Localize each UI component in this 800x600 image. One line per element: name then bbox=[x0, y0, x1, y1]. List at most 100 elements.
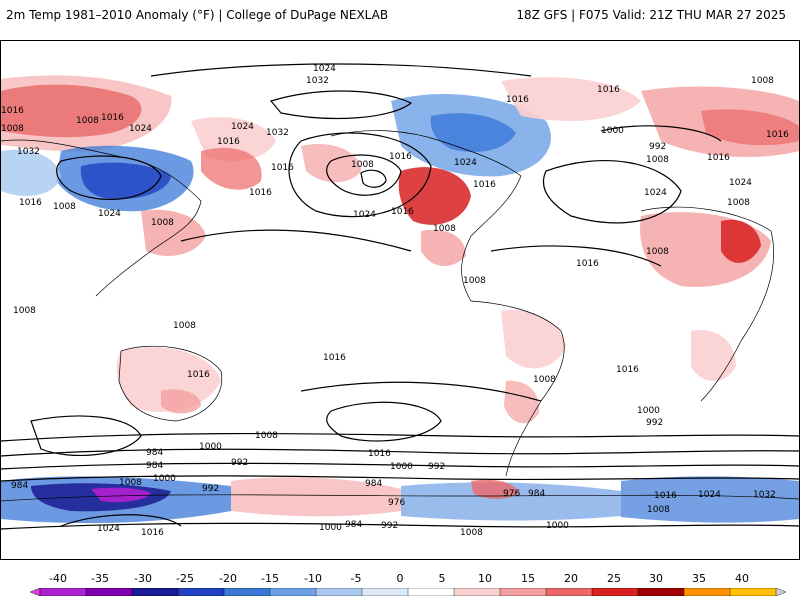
isobar-label: 1016 bbox=[389, 152, 412, 162]
anomaly-map[interactable]: 1024 1032 1008 1016 1016 1008 1024 1032 … bbox=[0, 40, 800, 560]
colorbar-swatch bbox=[315, 588, 363, 596]
isobar-pacific-1016 bbox=[180, 229, 412, 252]
map-header: 2m Temp 1981–2010 Anomaly (°F) | College… bbox=[0, 0, 800, 30]
isobar-label: 1016 bbox=[323, 353, 346, 363]
isobar-label: 1024 bbox=[353, 210, 376, 220]
colorbar-swatches bbox=[30, 588, 786, 596]
isobar-label: 1016 bbox=[391, 207, 414, 217]
anomaly-warm-southern-africa bbox=[691, 330, 736, 381]
isobar-pacific-1016-south bbox=[300, 381, 542, 402]
anomaly-cold-antarctic-atlantic bbox=[401, 482, 621, 521]
colorbar-swatch bbox=[223, 588, 271, 596]
isobar-label: 1008 bbox=[53, 202, 76, 212]
isobar-label: 1016 bbox=[506, 95, 529, 105]
isobar-label: 1008 bbox=[433, 224, 456, 234]
coastlines bbox=[1, 130, 799, 502]
colorbar-tick-labels: -40 -35 -30 -25 -20 -15 -10 -5 0 5 10 15… bbox=[0, 570, 800, 585]
anomaly-warm-western-us bbox=[398, 167, 471, 225]
colorbar-tick: 40 bbox=[735, 572, 749, 585]
isobar-southern-ocean-1008 bbox=[1, 432, 799, 442]
isobar-atlantic-1024 bbox=[542, 160, 682, 224]
isobar-label: 1016 bbox=[576, 259, 599, 269]
isobar-label: 1000 bbox=[199, 442, 222, 452]
isobar-label: 1032 bbox=[17, 147, 40, 157]
isobar-label: 1016 bbox=[654, 491, 677, 501]
colorbar-tick: -15 bbox=[261, 572, 279, 585]
isobar-label: 1008 bbox=[76, 116, 99, 126]
colorbar-tick: -40 bbox=[49, 572, 67, 585]
isobar-label: 1024 bbox=[644, 188, 667, 198]
colorbar-swatch bbox=[545, 588, 593, 596]
isobar-label: 1024 bbox=[231, 122, 254, 132]
isobar-southern-ocean-992 bbox=[1, 462, 799, 470]
coast-south-america bbox=[470, 300, 565, 477]
isobar-label: 1016 bbox=[616, 365, 639, 375]
isobar-label: 1016 bbox=[473, 180, 496, 190]
isobar-label: 1016 bbox=[101, 113, 124, 123]
isobar-label: 1024 bbox=[97, 524, 120, 534]
colorbar-tick: 5 bbox=[438, 572, 446, 585]
isobar-label: 1000 bbox=[546, 521, 569, 531]
colorbar-tick: 0 bbox=[396, 572, 404, 585]
colorbar-swatch bbox=[729, 588, 777, 596]
isobar-antarctic-1016 bbox=[1, 522, 799, 530]
isobar-label: 1000 bbox=[637, 406, 660, 416]
isobar-label: 984 bbox=[345, 520, 362, 530]
colorbar-swatch bbox=[39, 588, 87, 596]
isobar-label: 1008 bbox=[533, 375, 556, 385]
isobar-label: 1008 bbox=[460, 528, 483, 538]
anomaly-shading bbox=[1, 75, 799, 524]
colorbar-tick: 25 bbox=[607, 572, 621, 585]
isobar-label: 1024 bbox=[698, 490, 721, 500]
anomaly-warm-eurasia-arctic-halo bbox=[1, 75, 172, 152]
colorbar-tick: -10 bbox=[304, 572, 322, 585]
isobar-arctic-1024 bbox=[150, 63, 532, 77]
isobar-label: 984 bbox=[146, 448, 163, 458]
anomaly-warm-europe-core bbox=[701, 109, 799, 146]
isobar-arctic-1032 bbox=[269, 90, 413, 120]
isobar-label: 1016 bbox=[141, 528, 164, 538]
colorbar-tick: -20 bbox=[219, 572, 237, 585]
isobar-label: 1008 bbox=[727, 198, 750, 208]
colorbar-tick: -35 bbox=[91, 572, 109, 585]
isobar-label: 1016 bbox=[271, 163, 294, 173]
isobar-label: 1008 bbox=[647, 505, 670, 515]
map-title: 2m Temp 1981–2010 Anomaly (°F) | College… bbox=[6, 8, 389, 22]
isobar-label: 1008 bbox=[1, 124, 24, 134]
colorbar-tick: 30 bbox=[649, 572, 663, 585]
coast-africa bbox=[640, 206, 774, 402]
isobar-label: 1032 bbox=[266, 128, 289, 138]
isobar-label: 1032 bbox=[306, 76, 329, 86]
isobar-label: 1016 bbox=[217, 137, 240, 147]
isobar-label: 1024 bbox=[454, 158, 477, 168]
isobar-label: 984 bbox=[365, 479, 382, 489]
isobar-label: 976 bbox=[388, 498, 405, 508]
colorbar-swatch bbox=[269, 588, 317, 596]
isobar-label: 1008 bbox=[351, 160, 374, 170]
colorbar-swatch bbox=[85, 588, 133, 596]
isobar-label: 1016 bbox=[707, 153, 730, 163]
isobar-label: 992 bbox=[231, 458, 248, 468]
colorbar-tick: 20 bbox=[564, 572, 578, 585]
isobar-label: 984 bbox=[11, 481, 28, 491]
isobar-label: 1024 bbox=[313, 64, 336, 74]
colorbar-tick: 10 bbox=[478, 572, 492, 585]
isobar-label: 1016 bbox=[766, 130, 789, 140]
isobar-aleutian-low-1 bbox=[326, 154, 402, 196]
isobar-label: 1024 bbox=[729, 178, 752, 188]
isobar-label: 992 bbox=[646, 418, 663, 428]
isobar-label: 1024 bbox=[129, 124, 152, 134]
map-canvas: 1024 1032 1008 1016 1016 1008 1024 1032 … bbox=[1, 63, 799, 538]
isobar-indian-1024 bbox=[30, 415, 142, 457]
anomaly-warm-egypt bbox=[721, 219, 761, 263]
isobars bbox=[1, 63, 799, 530]
isobar-atlantic-1016 bbox=[490, 245, 662, 267]
isobar-label: 1016 bbox=[1, 106, 24, 116]
anomaly-warm-australia-core bbox=[161, 389, 201, 414]
colorbar-tick: 35 bbox=[692, 572, 706, 585]
anomaly-cold-antarctic-east bbox=[621, 476, 799, 523]
colorbar-swatch bbox=[591, 588, 639, 596]
colorbar-tick: 15 bbox=[521, 572, 535, 585]
anomaly-warm-greenland bbox=[501, 77, 641, 121]
colorbar-swatch bbox=[453, 588, 501, 596]
